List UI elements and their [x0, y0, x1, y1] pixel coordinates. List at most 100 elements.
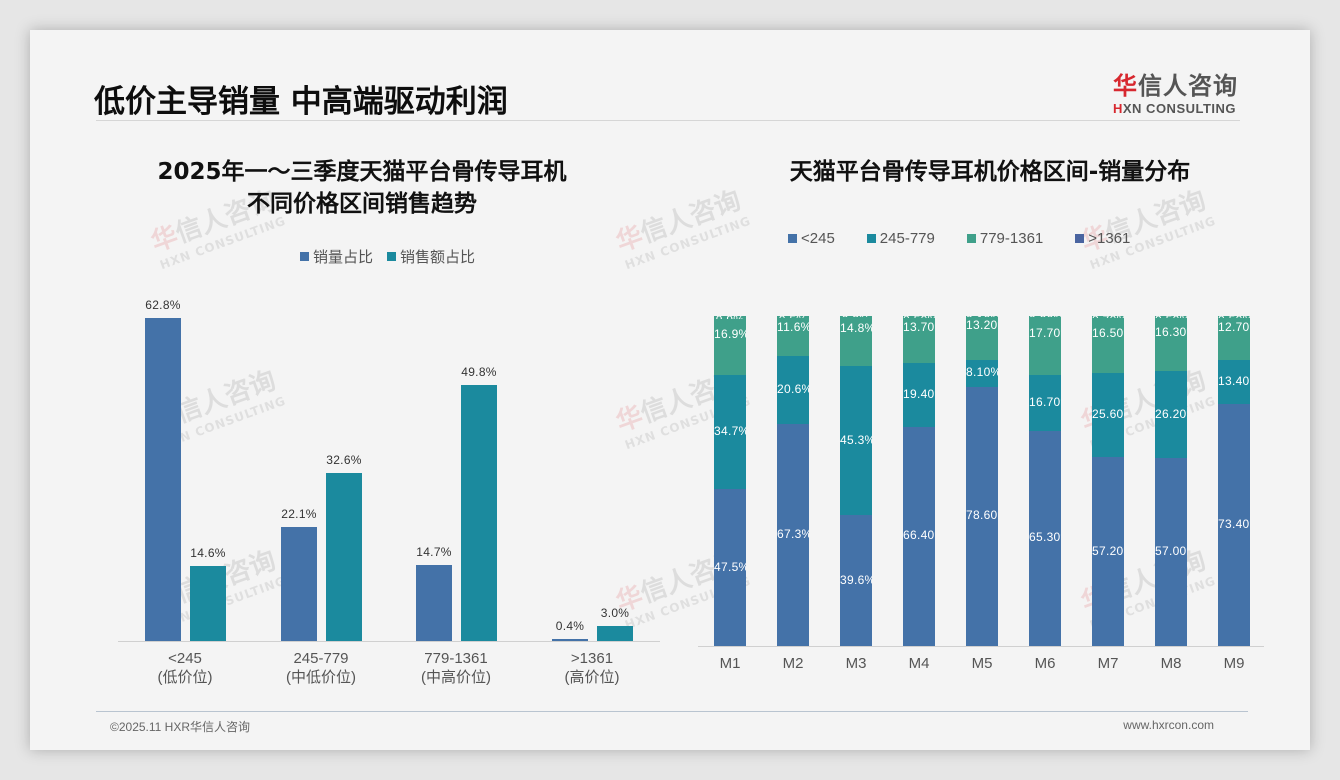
stack-segment: 57.20% [1092, 457, 1124, 646]
category-label-line: 779-1361 [424, 650, 488, 667]
month-label: M4 [908, 655, 930, 672]
watermark-en: HXN CONSULTING [622, 213, 753, 273]
legend-item-range: 245-779 [866, 230, 935, 247]
segment-value-label: 57.20% [1092, 543, 1124, 558]
left-chart-legend: 销量占比 销售额占比 [300, 246, 489, 267]
stack-segment: 73.40% [1218, 403, 1250, 646]
month-label: M5 [971, 655, 993, 672]
stack-segment: 0.20% [1029, 316, 1061, 317]
stack-segment: 25.60% [1092, 372, 1124, 458]
category-label-line: (中低价位) [286, 669, 356, 686]
stack-segment: 16.30% [1155, 317, 1187, 372]
category-label-line: (中高价位) [421, 669, 491, 686]
category-label-line: (低价位) [157, 669, 213, 686]
stack-segment: 47.5% [714, 489, 746, 646]
bar-volume [552, 638, 588, 641]
watermark-text: 信人咨询 [636, 185, 745, 250]
segment-value-label: 67.3% [777, 526, 809, 541]
bar-value-label: 62.8% [145, 298, 181, 312]
left-chart-title-line1: 2025年一～三季度天猫平台骨传导耳机 [157, 159, 567, 185]
stack-segment: 16.9% [714, 318, 746, 375]
segment-value-label: 57.00% [1155, 543, 1187, 558]
stack-segment: 20.6% [777, 355, 809, 424]
stack-segment: 78.60% [966, 386, 998, 646]
month-label: M7 [1097, 655, 1119, 672]
logo-en-text: XN CONSULTING [1122, 101, 1237, 116]
bar-revenue [326, 473, 362, 641]
watermark-cn: 华信人咨询 [610, 179, 748, 259]
bar-volume [281, 527, 317, 641]
segment-value-label: 8.10% [966, 365, 998, 380]
segment-value-label: 19.40% [903, 386, 935, 401]
bar-revenue [597, 625, 633, 641]
logo-cn-accent: 华 [1113, 72, 1138, 100]
watermark-accent: 华 [612, 221, 648, 259]
bar-value-label: 14.7% [416, 545, 452, 560]
stack-segment: 19.40% [903, 362, 935, 427]
legend-item-range: <245 [788, 230, 835, 247]
month-label: M3 [845, 655, 867, 672]
legend-label: 779-1361 [979, 230, 1044, 247]
stack-segment: 0.50% [1155, 316, 1187, 318]
left-chart-title-line2: 不同价格区间销售趋势 [247, 191, 477, 217]
legend-label: 销售额占比 [400, 249, 476, 266]
stack-segment: 8.10% [966, 359, 998, 387]
bar-revenue [461, 384, 497, 641]
legend-label: <245 [801, 230, 835, 247]
segment-value-label: 47.5% [714, 559, 746, 574]
right-chart-title: 天猫平台骨传导耳机价格区间-销量分布 [789, 159, 1191, 185]
legend-item-range: 779-1361 [966, 230, 1044, 247]
segment-value-label: 34.7% [714, 423, 746, 438]
segment-value-label: 16.70% [1029, 394, 1061, 409]
category-label: 779-1361 (中高价位) [386, 649, 526, 687]
bar-value-label: 14.6% [190, 545, 226, 560]
stack-segment: 0.70% [1092, 316, 1124, 319]
legend-item-volume: 销量占比 [300, 246, 373, 267]
category-label: 245-779 (中低价位) [251, 649, 391, 687]
x-axis [118, 641, 660, 642]
watermark-text: 信人咨询 [171, 365, 280, 430]
stack-segment: 0.5% [777, 316, 809, 318]
month-label: M6 [1034, 655, 1056, 672]
bar-value-label: 49.8% [461, 364, 497, 379]
category-label: >1361 (高价位) [522, 649, 662, 687]
segment-value-label: 0.50% [1155, 316, 1187, 318]
stack-segment: 65.30% [1029, 430, 1061, 646]
stack-segment: 13.40% [1218, 359, 1250, 404]
x-axis [698, 646, 1264, 647]
stack-segment: 17.70% [1029, 316, 1061, 376]
stack-segment: 26.20% [1155, 371, 1187, 458]
segment-value-label: 11.6% [777, 319, 809, 334]
logo-cn: 华信人咨询 [1113, 66, 1238, 101]
bar-volume [416, 565, 452, 641]
month-label: M9 [1223, 655, 1245, 672]
stack-segment: 12.70% [1218, 317, 1250, 360]
watermark-en: HXN CONSULTING [157, 213, 288, 273]
segment-value-label: 16.50% [1092, 325, 1124, 340]
right-chart-legend: <245 245-779 779-1361 >1361 [788, 230, 1130, 247]
footer-copyright: ©2025.11 HXR华信人咨询 [110, 720, 250, 734]
bar-value-label: 0.4% [555, 618, 585, 633]
segment-value-label: 16.30% [1155, 324, 1187, 339]
month-label: M2 [782, 655, 804, 672]
segment-value-label: 26.20% [1155, 406, 1187, 421]
segment-value-label: 0.9% [714, 316, 746, 319]
category-label: <245 (低价位) [115, 649, 255, 687]
segment-value-label: 12.70% [1218, 319, 1250, 334]
stack-segment: 0.9% [714, 316, 746, 319]
stack-segment: 34.7% [714, 374, 746, 490]
segment-value-label: 16.9% [714, 326, 746, 341]
legend-label: 销量占比 [313, 249, 374, 266]
watermark-accent: 华 [612, 401, 648, 439]
category-label-line: >1361 [570, 650, 614, 667]
logo-en: HXN CONSULTING [1113, 101, 1238, 116]
stack-segment: 67.3% [777, 423, 809, 646]
title-divider [96, 120, 1240, 121]
bar-value-label: 22.1% [281, 507, 317, 522]
legend-swatch [788, 234, 797, 243]
category-label-line: 245-779 [293, 650, 349, 667]
legend-swatch [966, 234, 976, 243]
